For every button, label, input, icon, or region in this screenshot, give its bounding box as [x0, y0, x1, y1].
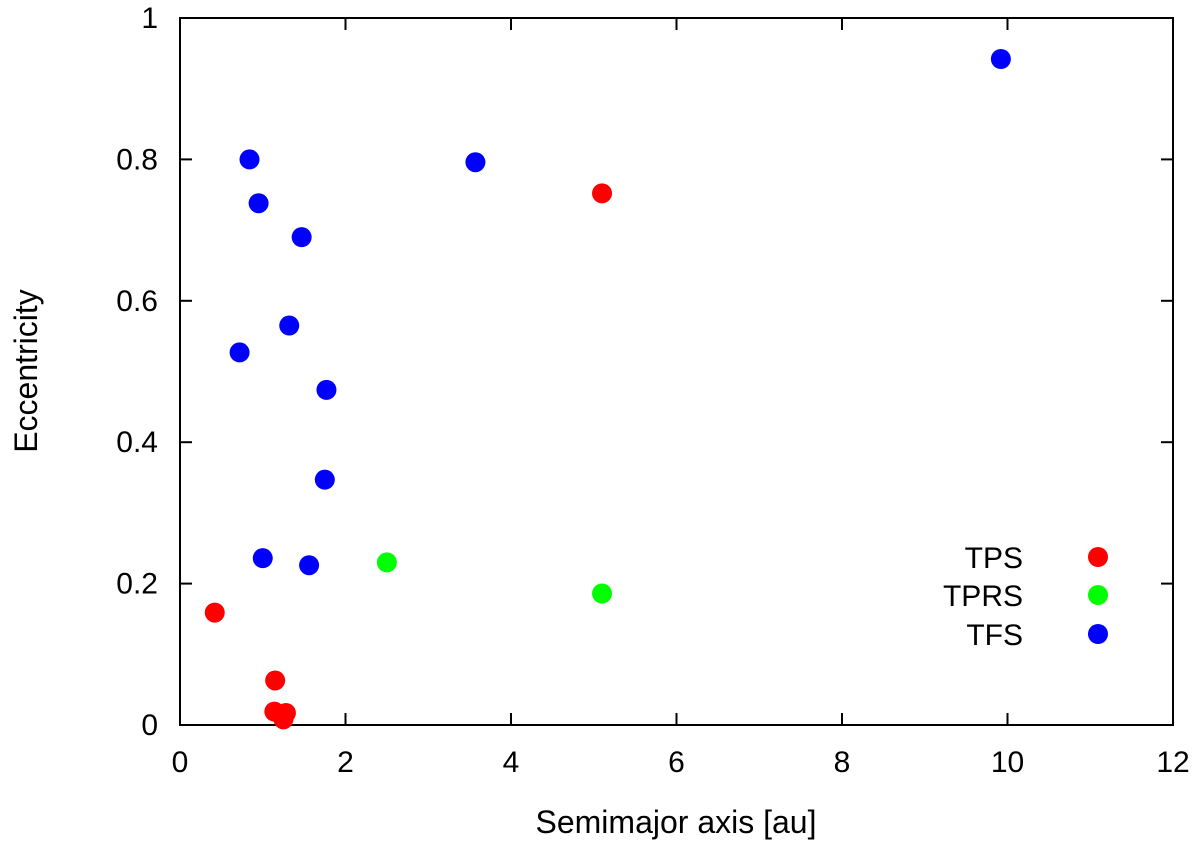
- x-tick-label: 4: [503, 746, 520, 779]
- data-point-tfs: [291, 227, 312, 248]
- legend: TPS TPRS TFS: [943, 542, 1108, 652]
- data-point-tfs: [316, 379, 337, 400]
- axis-ticks: [179, 17, 1174, 726]
- y-tick-label: 1: [141, 2, 158, 35]
- data-point-tfs: [299, 555, 320, 576]
- data-point-tps: [265, 670, 286, 691]
- x-tick-label: 2: [337, 746, 354, 779]
- x-tick-label: 10: [991, 746, 1024, 779]
- data-point-tfs: [990, 49, 1011, 70]
- legend-marker: [1088, 547, 1108, 567]
- plot-frame: [179, 17, 1174, 726]
- data-point-tfs: [252, 548, 273, 569]
- data-point-tfs: [465, 152, 486, 173]
- data-point-tps: [592, 183, 613, 204]
- legend-label: TFS: [966, 619, 1023, 652]
- legend-marker: [1088, 585, 1108, 605]
- y-tick-label: 0: [141, 709, 158, 742]
- legend-marker: [1088, 624, 1108, 644]
- data-point-tfs: [229, 342, 250, 363]
- x-axis-label: Semimajor axis [au]: [536, 804, 817, 840]
- data-point-tprs: [592, 583, 613, 604]
- y-tick-label: 0.8: [116, 143, 158, 176]
- data-points: [204, 49, 1011, 730]
- data-point-tps: [204, 602, 225, 623]
- x-tick-label: 0: [172, 746, 189, 779]
- data-point-tfs: [279, 315, 300, 336]
- x-tick-label: 12: [1156, 746, 1189, 779]
- data-point-tfs: [239, 149, 260, 170]
- y-axis-label: Eccentricity: [8, 289, 44, 453]
- axis-tick-labels: 0 2 4 6 8 10 12 0 0.2 0.4 0.6 0.8 1: [116, 2, 1189, 779]
- legend-label: TPS: [965, 542, 1023, 575]
- y-tick-label: 0.4: [116, 426, 158, 459]
- y-tick-label: 0.6: [116, 285, 158, 318]
- data-point-tps: [273, 709, 294, 730]
- x-tick-label: 6: [668, 746, 685, 779]
- data-point-tfs: [314, 469, 335, 490]
- x-tick-label: 8: [834, 746, 851, 779]
- y-tick-label: 0.2: [116, 568, 158, 601]
- legend-label: TPRS: [943, 580, 1023, 613]
- data-point-tprs: [376, 552, 397, 573]
- data-point-tfs: [248, 193, 269, 214]
